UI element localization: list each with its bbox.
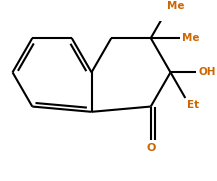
- Text: Me: Me: [182, 33, 200, 43]
- Text: Et: Et: [187, 100, 199, 110]
- Text: OH: OH: [198, 67, 216, 77]
- Text: Me: Me: [167, 1, 185, 11]
- Text: O: O: [146, 143, 155, 153]
